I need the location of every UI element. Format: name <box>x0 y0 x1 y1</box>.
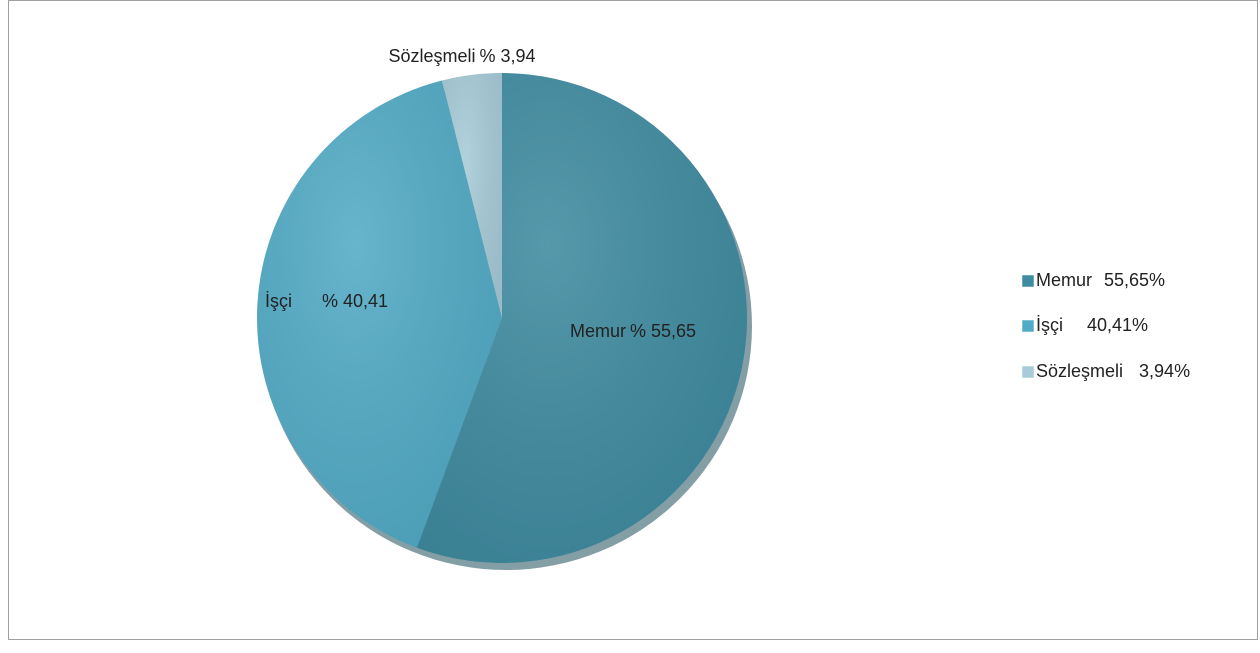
slice-shading <box>416 73 748 564</box>
legend-swatch <box>1021 319 1035 333</box>
slice-label-value: % 40,41 <box>322 291 388 311</box>
legend-name: Memur <box>1036 270 1092 290</box>
slice-label: Sözleşmeli% 3,94 <box>388 46 535 66</box>
slice-shading <box>441 73 502 318</box>
legend-label: Memur 55,65% <box>1036 270 1165 290</box>
legend-value: 55,65% <box>1104 270 1165 290</box>
slice-label-name: İşçi <box>265 291 292 311</box>
slice-label: İşçi % 40,41 <box>265 291 388 311</box>
slice-label-value: % 55,65 <box>630 321 696 341</box>
legend-swatch <box>1021 274 1035 288</box>
slice-label-name: Memur <box>570 321 626 341</box>
legend-value: 40,41% <box>1087 315 1148 335</box>
legend-swatch <box>1021 365 1035 379</box>
legend-name: Sözleşmeli <box>1036 361 1123 381</box>
slice-shading <box>257 80 502 548</box>
legend-label: Sözleşmeli 3,94% <box>1036 361 1190 381</box>
legend-value: 3,94% <box>1139 361 1190 381</box>
slice-label-name: Sözleşmeli <box>388 46 475 66</box>
slice-label: Memur% 55,65 <box>570 321 696 341</box>
legend-label: İşçi 40,41% <box>1036 315 1148 335</box>
legend-name: İşçi <box>1036 315 1063 335</box>
slice-label-value: % 3,94 <box>479 46 535 66</box>
